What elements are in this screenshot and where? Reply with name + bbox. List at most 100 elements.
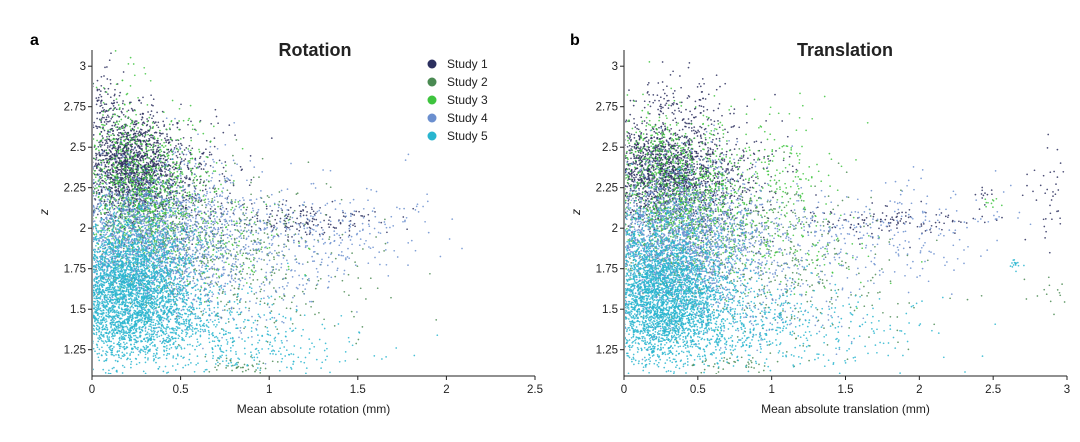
scatter-point xyxy=(106,66,108,68)
scatter-point xyxy=(234,277,236,280)
scatter-point xyxy=(142,198,145,200)
scatter-point xyxy=(208,226,211,229)
scatter-point xyxy=(211,260,214,263)
scatter-point xyxy=(138,139,140,142)
scatter-point xyxy=(127,203,130,206)
scatter-point xyxy=(351,252,353,254)
scatter-point xyxy=(176,139,179,141)
scatter-point xyxy=(198,151,201,153)
scatter-point xyxy=(203,257,206,260)
scatter-point xyxy=(95,158,97,161)
scatter-point xyxy=(175,192,177,195)
scatter-point xyxy=(120,138,122,141)
scatter-point xyxy=(232,184,235,187)
scatter-point xyxy=(281,211,284,214)
scatter-point xyxy=(243,203,246,205)
scatter-point xyxy=(179,138,182,140)
scatter-point xyxy=(177,206,179,209)
scatter-point xyxy=(262,219,265,222)
scatter-point xyxy=(130,150,132,153)
scatter-point xyxy=(113,167,116,169)
scatter-point xyxy=(153,186,155,188)
scatter-point xyxy=(155,205,157,208)
scatter-point xyxy=(135,122,138,125)
scatter-point xyxy=(135,149,138,152)
scatter-point xyxy=(312,300,315,303)
scatter-point xyxy=(105,118,108,121)
scatter-point xyxy=(270,137,273,139)
scatter-point xyxy=(142,187,145,190)
scatter-point xyxy=(190,169,193,172)
scatter-point xyxy=(114,88,116,91)
scatter-point xyxy=(314,287,317,290)
scatter-point xyxy=(140,164,142,167)
scatter-point xyxy=(107,171,109,174)
scatter-point xyxy=(157,155,160,157)
scatter-point xyxy=(147,182,150,185)
scatter-point xyxy=(240,366,242,369)
scatter-point xyxy=(110,102,113,104)
scatter-point xyxy=(237,201,240,203)
scatter-point xyxy=(374,211,376,213)
scatter-point xyxy=(156,173,159,175)
scatter-point xyxy=(93,178,95,181)
scatter-point xyxy=(127,63,130,65)
scatter-point xyxy=(298,242,300,244)
scatter-point xyxy=(312,210,315,213)
scatter-point xyxy=(95,97,98,99)
scatter-point xyxy=(154,228,157,231)
scatter-point xyxy=(145,221,148,224)
scatter-point xyxy=(105,116,108,119)
scatter-point xyxy=(264,325,267,328)
scatter-point xyxy=(122,127,125,129)
scatter-point xyxy=(177,211,179,214)
scatter-point xyxy=(215,244,218,246)
scatter-point xyxy=(170,150,173,152)
scatter-point xyxy=(119,149,122,151)
scatter-point xyxy=(130,214,133,217)
scatter-point xyxy=(280,189,283,192)
scatter-point xyxy=(290,162,292,165)
scatter-point xyxy=(128,102,131,105)
scatter-point xyxy=(127,138,130,141)
scatter-point xyxy=(323,318,325,321)
scatter-point xyxy=(199,181,202,183)
scatter-point xyxy=(383,250,385,252)
scatter-point xyxy=(141,173,144,176)
scatter-point xyxy=(226,198,228,201)
scatter-point xyxy=(213,191,216,193)
scatter-point xyxy=(122,71,125,73)
scatter-point xyxy=(192,179,195,182)
scatter-point xyxy=(127,202,130,204)
scatter-point xyxy=(198,157,201,160)
scatter-point xyxy=(189,157,192,160)
scatter-point xyxy=(211,210,214,213)
scatter-point xyxy=(197,166,200,169)
scatter-point xyxy=(300,210,303,213)
scatter-point xyxy=(103,75,105,77)
scatter-point xyxy=(264,367,267,370)
scatter-point xyxy=(113,157,115,160)
scatter-point xyxy=(204,188,207,191)
scatter-point xyxy=(109,256,112,259)
scatter-point xyxy=(172,190,174,192)
scatter-point xyxy=(139,141,142,143)
scatter-point xyxy=(103,198,106,201)
scatter-point xyxy=(141,116,144,118)
scatter-point xyxy=(157,181,159,183)
scatter-point xyxy=(169,173,171,175)
scatter-point xyxy=(144,72,147,75)
scatter-point xyxy=(195,269,198,272)
scatter-point xyxy=(262,281,265,283)
scatter-point xyxy=(224,161,227,163)
scatter-point xyxy=(239,313,242,316)
scatter-point xyxy=(210,226,213,229)
scatter-point xyxy=(240,248,243,251)
scatter-point xyxy=(106,120,109,123)
scatter-point xyxy=(132,63,135,65)
scatter-point xyxy=(197,222,200,225)
scatter-point xyxy=(194,210,197,213)
scatter-point xyxy=(169,255,171,258)
scatter-point xyxy=(166,229,169,232)
scatter-point xyxy=(133,125,136,128)
